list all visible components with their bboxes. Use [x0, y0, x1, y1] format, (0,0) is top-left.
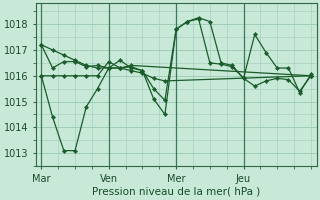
X-axis label: Pression niveau de la mer( hPa ): Pression niveau de la mer( hPa ): [92, 187, 260, 197]
